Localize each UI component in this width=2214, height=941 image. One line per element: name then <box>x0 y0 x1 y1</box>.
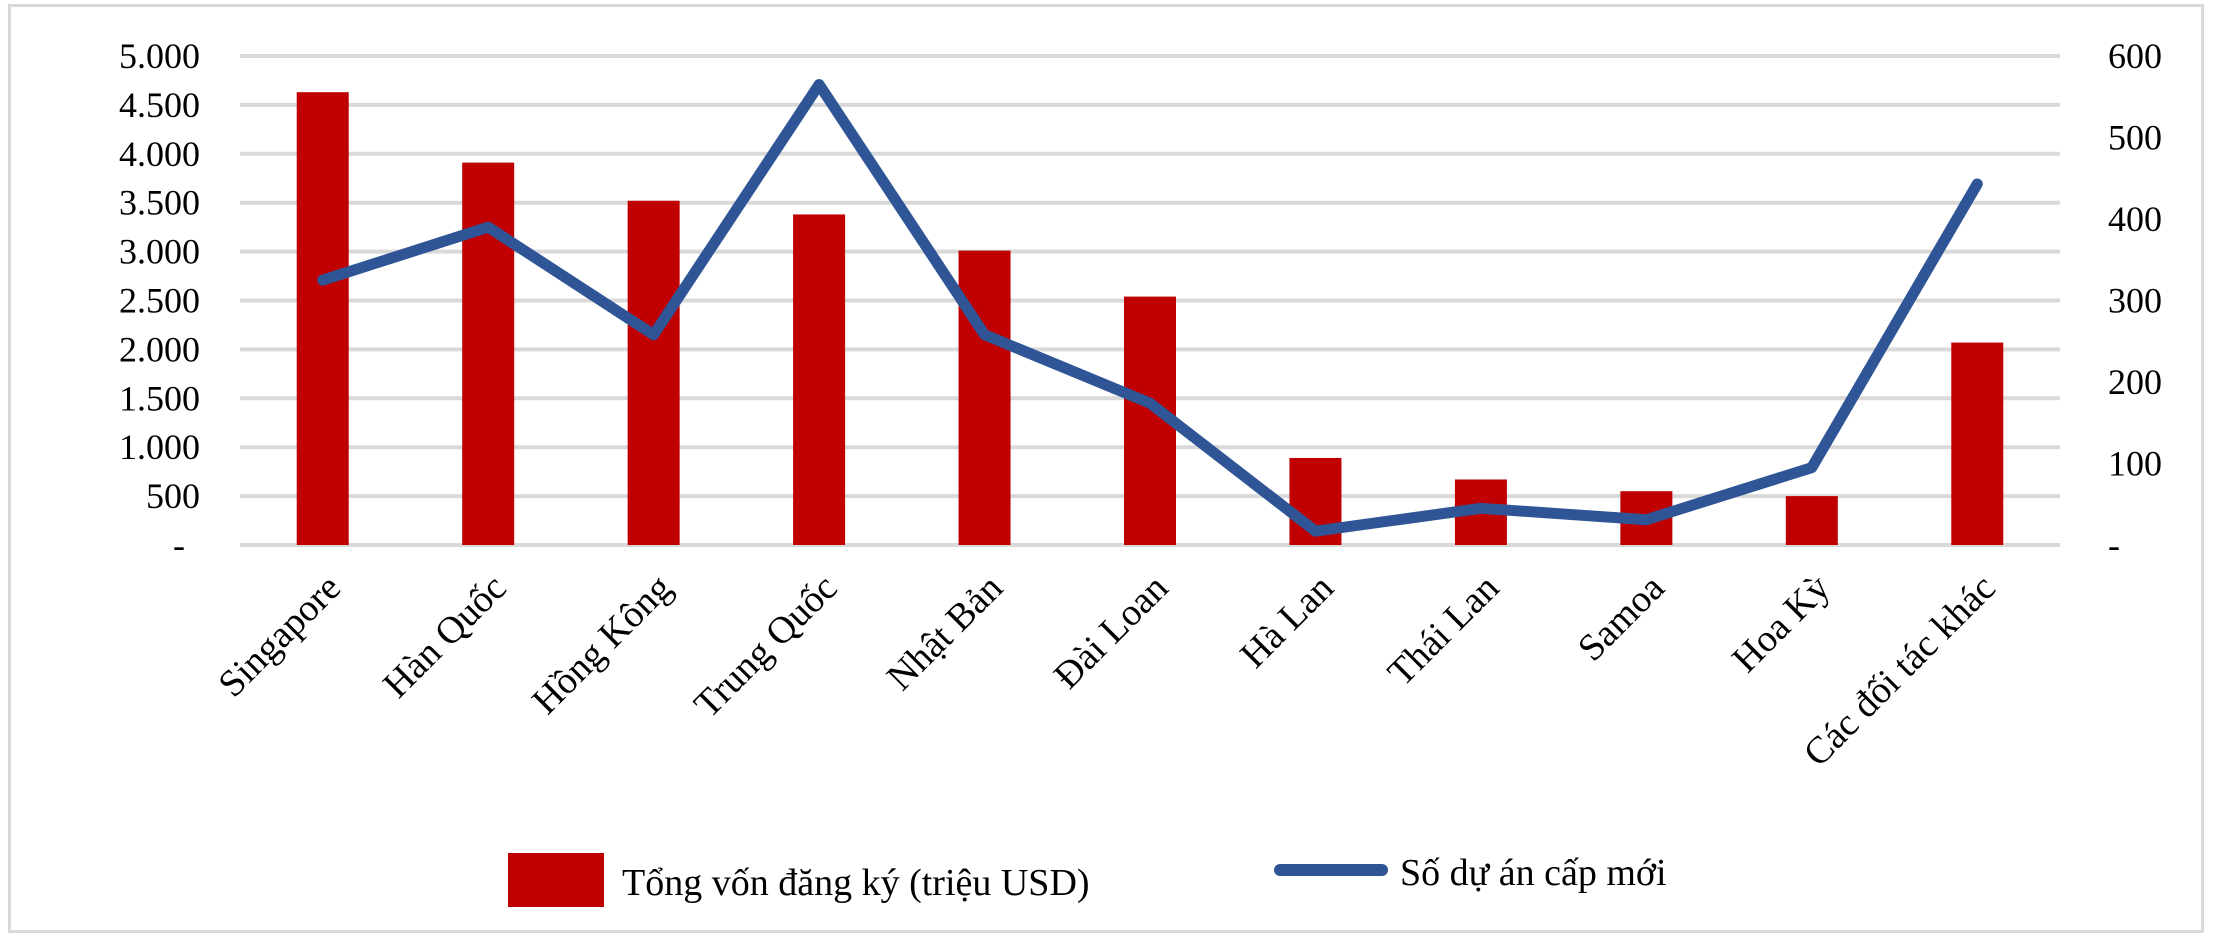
right-axis-tick: 200 <box>2108 362 2162 402</box>
x-axis-label: Thái Lan <box>1380 567 1507 694</box>
gridlines <box>240 54 2060 547</box>
left-axis-tick: 5.000 <box>119 36 200 76</box>
legend-bar-label: Tổng vốn đăng ký (triệu USD) <box>622 862 1090 904</box>
right-axis-tick: 600 <box>2108 36 2162 76</box>
left-axis-tick: 2.500 <box>119 281 200 321</box>
left-axis-tick: 4.500 <box>119 85 200 125</box>
bar <box>1951 342 2004 545</box>
bar <box>1785 496 1838 545</box>
bar <box>793 214 846 545</box>
left-axis-tick: 3.500 <box>119 183 200 223</box>
right-axis-tick: 500 <box>2108 118 2162 158</box>
x-axis-label: Đài Loan <box>1046 567 1176 697</box>
x-axis-label: Hồng Kông <box>524 567 680 723</box>
x-axis-label: Samoa <box>1570 567 1673 670</box>
bar <box>296 92 349 545</box>
line-series <box>317 79 1983 537</box>
left-axis-tick: 2.000 <box>119 329 200 369</box>
left-axis-tick: 1.500 <box>119 378 200 418</box>
chart-frame <box>8 4 2204 933</box>
left-axis-tick: 3.000 <box>119 232 200 272</box>
left-axis-tick: 500 <box>146 476 200 516</box>
line-path <box>317 79 1983 537</box>
x-axis-label: Hà Lan <box>1232 567 1342 677</box>
bar <box>958 250 1011 545</box>
left-axis-tick: 4.000 <box>119 134 200 174</box>
legend: Tổng vốn đăng ký (triệu USD) Số dự án cấ… <box>508 852 1667 907</box>
right-axis-tick: 100 <box>2108 444 2162 484</box>
right-axis-ticks: - 100 200 300 400 500 600 <box>2108 36 2162 565</box>
x-axis-label: Hoa Kỳ <box>1724 567 1838 681</box>
right-axis-tick: - <box>2108 525 2120 565</box>
x-axis-label: Nhật Bản <box>879 567 1011 699</box>
bar <box>462 162 515 546</box>
left-axis-ticks: - 500 1.000 1.500 2.000 2.500 3.000 3.500 4.000 4… <box>119 36 200 565</box>
left-axis-tick: - <box>173 525 185 565</box>
right-axis-tick: 300 <box>2108 281 2162 321</box>
legend-line-label: Số dự án cấp mới <box>1400 852 1667 894</box>
x-axis-labels: Singapore Hàn Quốc Hồng Kông Trung Quốc Nhật… <box>210 567 2003 775</box>
x-axis-label: Trung Quốc <box>686 567 845 726</box>
right-axis-tick: 400 <box>2108 199 2162 239</box>
x-axis-label: Singapore <box>210 567 349 706</box>
x-axis-label: Hàn Quốc <box>375 567 514 706</box>
bar-series <box>296 92 2004 546</box>
left-axis-tick: 1.000 <box>119 427 200 467</box>
bar <box>627 200 680 545</box>
legend-bar-swatch <box>508 853 604 907</box>
